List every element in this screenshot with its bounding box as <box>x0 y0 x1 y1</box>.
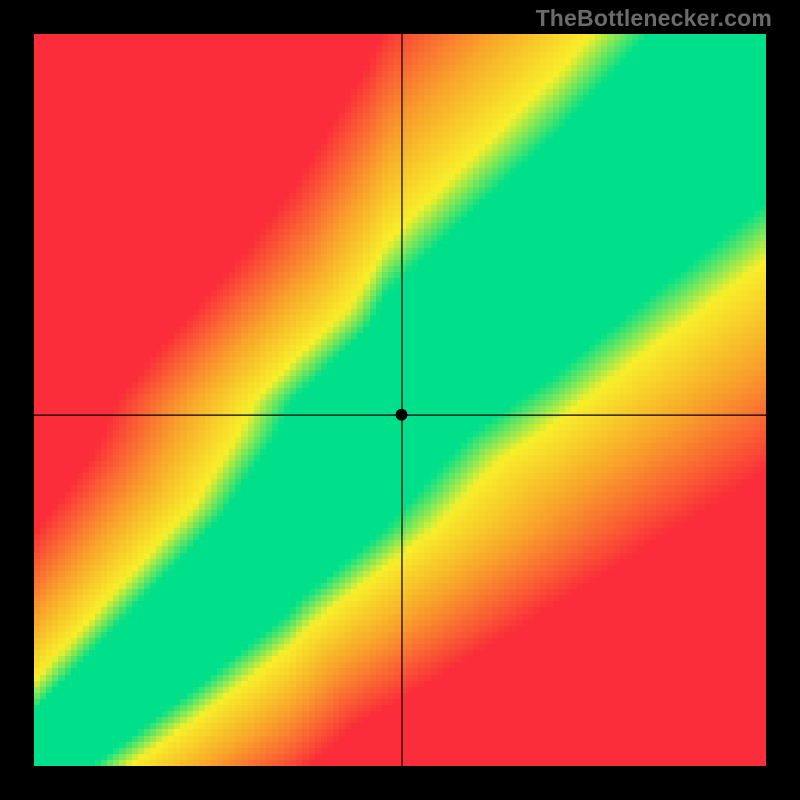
bottleneck-heatmap <box>34 34 766 766</box>
watermark-text: TheBottlenecker.com <box>536 5 772 32</box>
figure-container: TheBottlenecker.com <box>0 0 800 800</box>
